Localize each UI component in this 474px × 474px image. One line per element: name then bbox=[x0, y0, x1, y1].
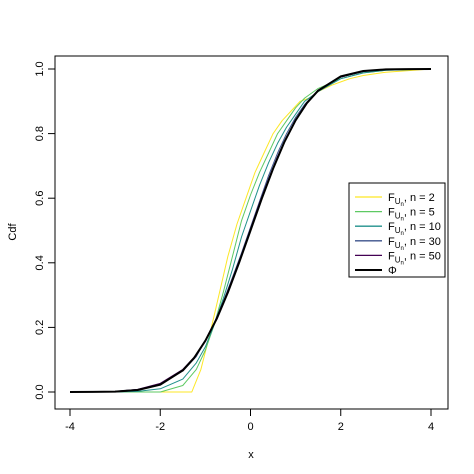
y-tick-label: 0.4 bbox=[34, 255, 46, 270]
y-tick-label: 1.0 bbox=[34, 61, 46, 76]
x-tick-label: 0 bbox=[247, 421, 253, 433]
y-axis-title: Cdf bbox=[7, 223, 19, 241]
legend-label-0: FUn, n = 2 bbox=[388, 192, 435, 208]
y-tick-label: 0.0 bbox=[34, 384, 46, 399]
series-line-0 bbox=[70, 68, 432, 393]
series-line-5 bbox=[69, 68, 432, 393]
x-tick-label: 2 bbox=[338, 421, 344, 433]
x-tick-label: -4 bbox=[65, 421, 75, 433]
series-line-2 bbox=[70, 68, 432, 393]
legend-label-2: FUn, n = 10 bbox=[388, 221, 441, 237]
axis-layer: -4 -2 0 2 4 0.0 0.2 0.4 0.6 0.8 1.0 bbox=[34, 61, 434, 433]
y-tick-label: 0.8 bbox=[34, 126, 46, 141]
legend-label-3: FUn, n = 30 bbox=[388, 236, 441, 252]
y-tick-label: 0.6 bbox=[34, 191, 46, 206]
x-tick-label: 4 bbox=[428, 421, 434, 433]
series-layer bbox=[69, 68, 432, 393]
y-tick-label: 0.2 bbox=[34, 320, 46, 335]
x-tick-label: -2 bbox=[155, 421, 165, 433]
x-axis-title: x bbox=[248, 449, 254, 461]
legend-label-5: Φ bbox=[388, 265, 397, 277]
legend-label-4: FUn, n = 50 bbox=[388, 250, 441, 266]
legend-label-1: FUn, n = 5 bbox=[388, 207, 435, 223]
legend-box bbox=[348, 182, 446, 278]
